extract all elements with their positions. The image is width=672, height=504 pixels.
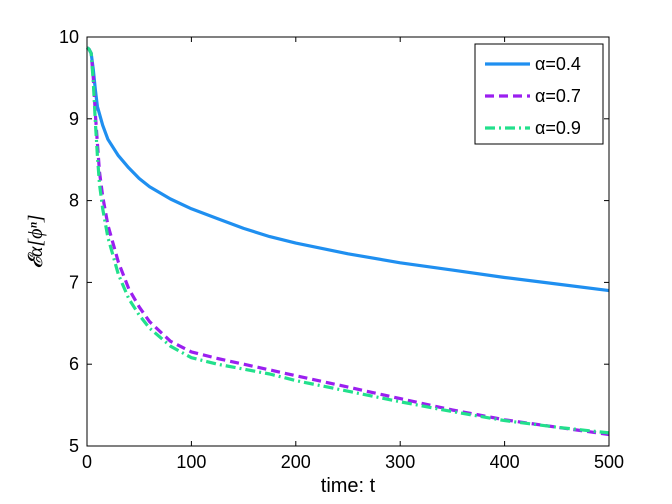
- y-tick-label: 9: [69, 109, 79, 129]
- y-tick-label: 10: [59, 27, 79, 47]
- x-tick-label: 300: [385, 452, 415, 472]
- y-tick-label: 7: [69, 272, 79, 292]
- legend-label-2: α=0.7: [535, 86, 581, 106]
- y-axis-label: 𝓔α[ϕⁿ]: [25, 214, 47, 268]
- ticks: 0 100 200 300 400 500 5 6 7 8 9 10: [59, 27, 624, 472]
- y-tick-label: 5: [69, 436, 79, 456]
- legend-box: [474, 43, 604, 145]
- x-tick-label: 0: [82, 452, 92, 472]
- x-tick-label: 400: [490, 452, 520, 472]
- y-tick-label: 6: [69, 354, 79, 374]
- series-group: [85, 46, 610, 437]
- axes-box: [86, 36, 610, 447]
- x-tick-label: 200: [281, 452, 311, 472]
- x-tick-label: 100: [176, 452, 206, 472]
- x-tick-label: 500: [594, 452, 624, 472]
- legend-label-3: α=0.9: [535, 118, 581, 138]
- legend: α=0.4 α=0.7 α=0.9: [474, 43, 604, 145]
- x-axis-label: time: t: [321, 475, 376, 497]
- series-line-2: [85, 46, 610, 437]
- y-tick-label: 8: [69, 191, 79, 211]
- legend-label-1: α=0.4: [535, 54, 581, 74]
